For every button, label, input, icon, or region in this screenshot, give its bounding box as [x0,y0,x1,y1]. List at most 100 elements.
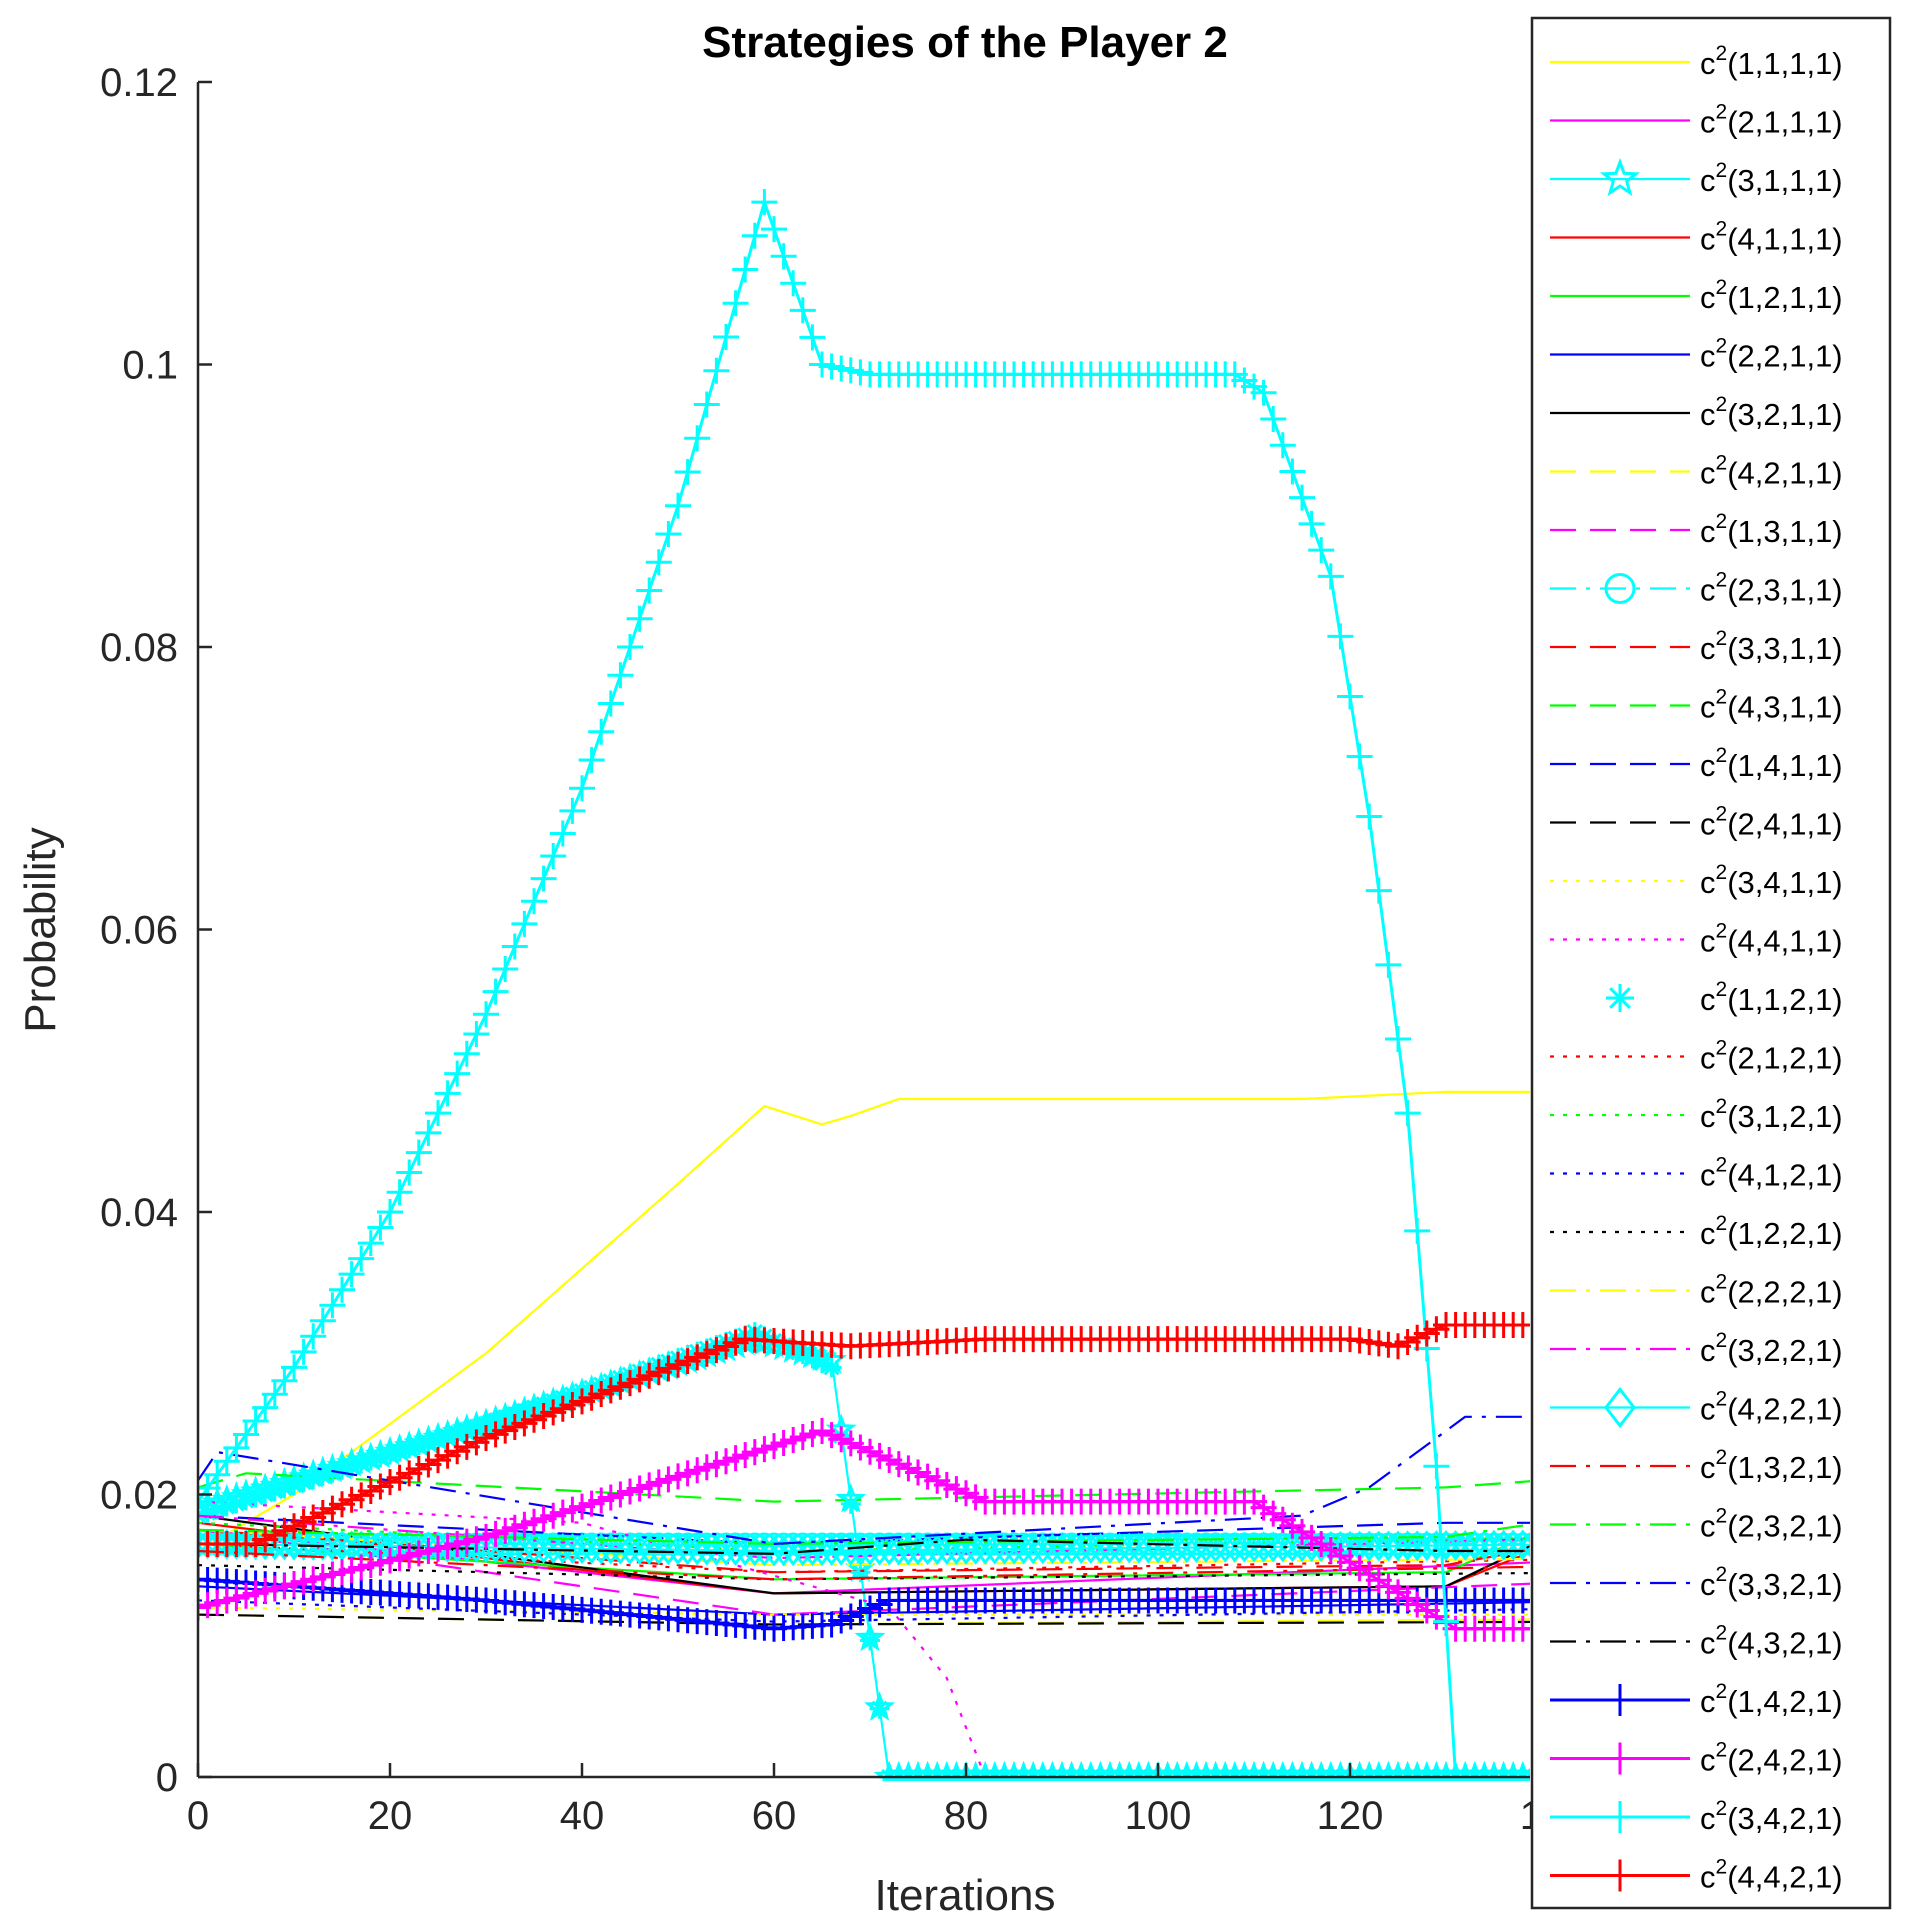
legend-label: c2(4,1,1,1) [1700,218,1843,257]
legend-entry: c2(2,1,2,1) [1550,1037,1843,1076]
x-tick-label: 0 [187,1794,209,1838]
legend-entry: c2(2,1,1,1) [1550,101,1843,140]
y-tick-label: 0.08 [100,626,178,670]
series-0 [198,1090,1530,1552]
legend-entry: c2(1,1,2,1) [1606,978,1843,1017]
legend-entry: c2(2,2,1,1) [1550,335,1843,374]
legend-label: c2(4,1,2,1) [1700,1154,1843,1193]
legend-entry: c2(4,3,1,1) [1550,686,1843,725]
legend-label: c2(3,3,1,1) [1700,627,1843,666]
legend-entry: c2(1,2,2,1) [1550,1212,1843,1251]
y-tick-label: 0 [156,1756,178,1800]
legend-label: c2(1,1,1,1) [1700,42,1843,81]
x-tick-label: 80 [944,1794,989,1838]
series-line [198,1323,1530,1546]
legend-entry: c2(1,3,1,1) [1550,510,1843,549]
chart-title: Strategies of the Player 2 [702,18,1228,67]
series-10 [198,1528,1530,1574]
series-27 [198,1538,1530,1555]
legend-entry: c2(3,3,2,1) [1550,1563,1843,1602]
axes: 0204060801001201400.020.040.060.080.10.1… [100,61,1564,1838]
legend-entry: c2(3,4,1,1) [1550,861,1843,900]
legend-label: c2(1,4,1,1) [1700,744,1843,783]
series-line [198,1090,1530,1552]
legend-label: c2(3,2,1,1) [1700,393,1843,432]
legend-marker [1604,573,1636,604]
legend-marker [1599,157,1641,197]
x-tick-label: 60 [752,1794,797,1838]
legend-label: c2(4,3,2,1) [1700,1622,1843,1661]
legend-entry: c2(4,1,2,1) [1550,1154,1843,1193]
legend-marker [1604,1386,1636,1429]
legend-label: c2(2,1,1,1) [1700,101,1843,140]
legend-label: c2(3,4,1,1) [1700,861,1843,900]
legend-entry: c2(1,4,2,1) [1550,1680,1843,1719]
legend-entry: c2(2,3,2,1) [1550,1505,1843,1544]
legend-label: c2(2,2,2,1) [1700,1271,1843,1310]
legend-entry: c2(2,4,1,1) [1550,803,1843,842]
legend-entry: c2(3,1,1,1) [1550,157,1843,198]
legend-label: c2(4,4,2,1) [1700,1856,1843,1895]
legend-box [1530,16,1892,1910]
legend-label: c2(1,4,2,1) [1700,1680,1843,1719]
legend-label: c2(4,2,1,1) [1700,452,1843,491]
legend-entry: c2(2,3,1,1) [1550,569,1843,608]
series-markers [198,1312,1530,1557]
legend-entry: c2(3,2,1,1) [1550,393,1843,432]
legend-entry: c2(3,3,1,1) [1550,627,1843,666]
legend-label: c2(1,2,2,1) [1700,1212,1843,1251]
series-line [198,1472,1530,1503]
series-line [198,1415,1530,1545]
series-30 [198,189,1530,1781]
legend-entry: c2(4,3,2,1) [1550,1622,1843,1661]
legend-label: c2(4,4,1,1) [1700,920,1843,959]
legend-marker [1604,1859,1636,1892]
legend-entry: c2(3,2,2,1) [1550,1329,1843,1368]
legend-label: c2(3,1,2,1) [1700,1095,1843,1134]
series-line [198,1528,1530,1616]
legend-label: c2(2,1,2,1) [1700,1037,1843,1076]
legend-entry: c2(1,4,1,1) [1550,744,1843,783]
legend-entry: c2(2,4,2,1) [1550,1739,1843,1778]
x-tick-label: 20 [368,1794,413,1838]
legend-label: c2(3,3,2,1) [1700,1563,1843,1602]
series-line [198,1528,1530,1574]
legend-label: c2(1,3,1,1) [1700,510,1843,549]
legend-entry: c2(2,2,2,1) [1550,1271,1843,1310]
legend-marker [1604,1801,1636,1833]
legend-label: c2(3,4,2,1) [1700,1797,1843,1836]
y-tick-label: 0.06 [100,909,178,953]
legend-entry: c2(1,3,2,1) [1550,1446,1843,1485]
y-tick-label: 0.1 [122,344,178,388]
series-markers [198,1417,1530,1642]
series-11 [198,1472,1530,1503]
series-line [198,1538,1530,1555]
x-tick-label: 40 [560,1794,605,1838]
legend: c2(1,1,1,1) c2(2,1,1,1) c2(3,1,1,1) c2(4,1,… [1530,16,1892,1910]
legend-entry: c2(4,4,2,1) [1550,1856,1843,1895]
legend-marker [1604,1742,1636,1775]
legend-entry: c2(1,1,1,1) [1550,42,1843,81]
legend-label: c2(3,1,1,1) [1700,159,1843,198]
y-axis-label: Probability [16,827,65,1032]
legend-label: c2(3,2,2,1) [1700,1329,1843,1368]
legend-entry: c2(4,2,1,1) [1550,452,1843,491]
legend-marker [1604,1684,1636,1716]
legend-label: c2(2,3,1,1) [1700,569,1843,608]
y-tick-label: 0.02 [100,1474,178,1518]
legend-entry: c2(3,4,2,1) [1550,1797,1843,1836]
series-markers [198,189,1530,1781]
legend-label: c2(1,2,1,1) [1700,276,1843,315]
legend-label: c2(4,3,1,1) [1700,686,1843,725]
legend-label: c2(2,4,1,1) [1700,803,1843,842]
x-axis-label: Iterations [875,1871,1056,1920]
legend-label: c2(2,2,1,1) [1700,335,1843,374]
legend-label: c2(1,1,2,1) [1700,978,1843,1017]
legend-entry: c2(1,2,1,1) [1550,276,1843,315]
x-tick-label: 100 [1125,1794,1192,1838]
y-tick-label: 0.04 [100,1191,178,1235]
legend-label: c2(1,3,2,1) [1700,1446,1843,1485]
legend-entry: c2(4,4,1,1) [1550,920,1843,959]
